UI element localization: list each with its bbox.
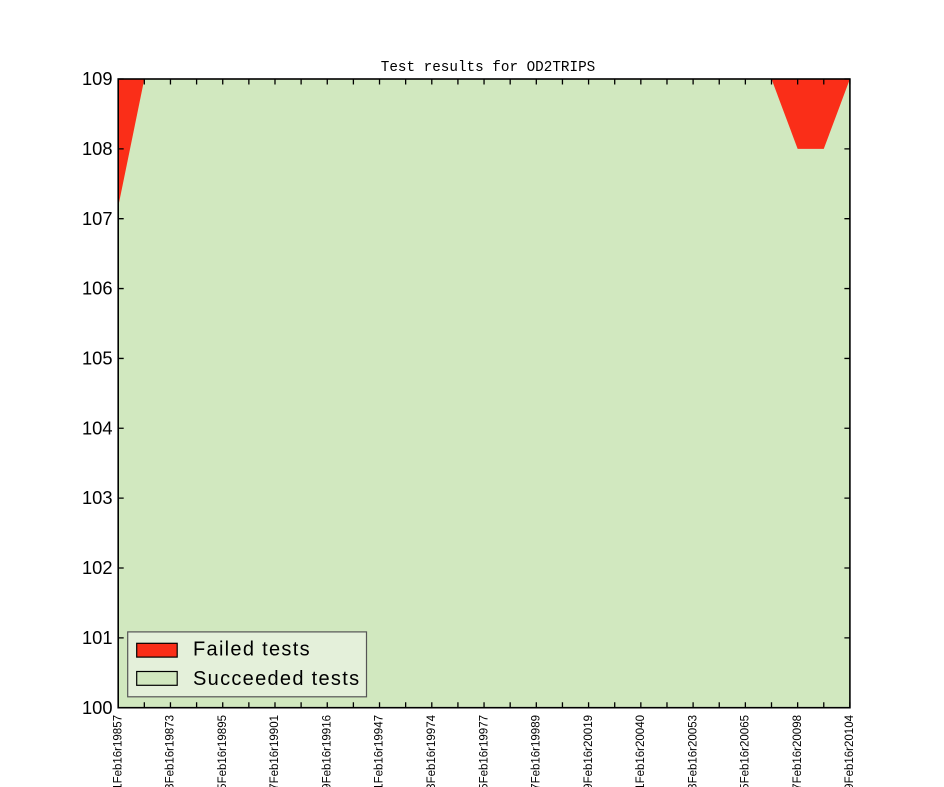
svg-text:01Feb16r19857: 01Feb16r19857	[112, 715, 124, 787]
svg-text:13Feb16r19974: 13Feb16r19974	[426, 714, 438, 787]
svg-text:Failed tests: Failed tests	[193, 639, 311, 661]
svg-text:106: 106	[82, 278, 113, 299]
svg-text:101: 101	[82, 627, 113, 648]
svg-text:Test results for OD2TRIPS: Test results for OD2TRIPS	[381, 60, 596, 76]
svg-text:27Feb16r20098: 27Feb16r20098	[792, 715, 804, 787]
svg-text:25Feb16r20065: 25Feb16r20065	[740, 715, 752, 787]
svg-text:23Feb16r20053: 23Feb16r20053	[687, 715, 699, 787]
svg-text:104: 104	[82, 417, 113, 438]
svg-text:15Feb16r19977: 15Feb16r19977	[478, 715, 490, 787]
svg-text:07Feb16r19901: 07Feb16r19901	[269, 715, 281, 787]
svg-text:05Feb16r19895: 05Feb16r19895	[217, 715, 229, 787]
svg-text:19Feb16r20019: 19Feb16r20019	[583, 715, 595, 787]
svg-text:09Feb16r19916: 09Feb16r19916	[321, 715, 333, 787]
svg-text:29Feb16r20104: 29Feb16r20104	[844, 714, 856, 787]
svg-text:03Feb16r19873: 03Feb16r19873	[165, 715, 177, 787]
svg-text:11Feb16r19947: 11Feb16r19947	[374, 715, 386, 787]
svg-text:100: 100	[82, 697, 113, 718]
svg-text:108: 108	[82, 138, 113, 159]
svg-text:109: 109	[82, 68, 113, 89]
svg-text:103: 103	[82, 487, 113, 508]
svg-text:21Feb16r20040: 21Feb16r20040	[635, 715, 647, 787]
svg-text:Succeeded tests: Succeeded tests	[193, 668, 360, 690]
svg-text:17Feb16r19989: 17Feb16r19989	[531, 715, 543, 787]
svg-text:107: 107	[82, 208, 113, 229]
svg-text:105: 105	[82, 348, 113, 369]
svg-text:102: 102	[82, 557, 113, 578]
